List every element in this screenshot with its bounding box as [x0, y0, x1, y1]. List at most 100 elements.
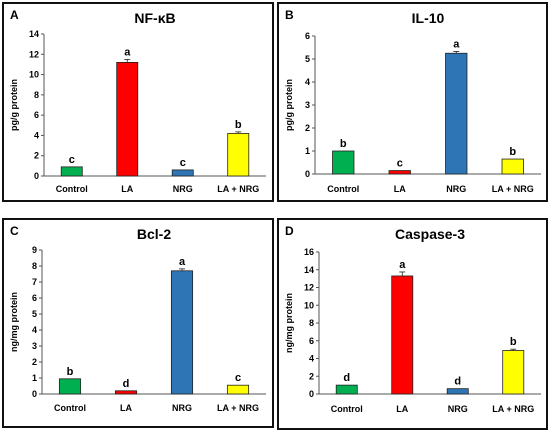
category-label: Control [54, 403, 86, 413]
category-label: LA + NRG [492, 184, 534, 194]
y-tick-label: 14 [29, 29, 39, 39]
bar [335, 384, 358, 395]
category-label: LA [120, 403, 132, 413]
chart-title: Caspase-3 [395, 226, 465, 242]
bar [58, 378, 82, 395]
y-tick-label: 1 [32, 373, 37, 383]
bar [388, 170, 411, 175]
bar [114, 390, 138, 395]
y-tick-label: 8 [34, 90, 39, 100]
category-label: NRG [172, 403, 192, 413]
y-axis-label: pg/g protein [284, 79, 294, 131]
y-tick-label: 2 [305, 123, 310, 133]
y-tick-label: 5 [32, 309, 37, 319]
chart-svg: A NF-κB 0 2 4 6 8 10 12 14 pg/g protein c Control a LA… [9, 8, 266, 194]
category-label: LA + NRG [492, 404, 534, 414]
significance-letter: c [235, 372, 241, 384]
y-tick-label: 16 [304, 247, 314, 257]
y-tick-label: 0 [305, 169, 310, 179]
significance-letter: c [397, 158, 403, 170]
category-label: Control [331, 404, 363, 414]
category-label: LA [121, 184, 133, 194]
significance-letter: b [67, 366, 74, 378]
y-tick-label: 3 [32, 341, 37, 351]
panel-letter: D [285, 224, 294, 238]
panel-letter: A [10, 8, 19, 22]
y-axis-label: pg/g protein [9, 79, 19, 131]
significance-letter: b [510, 336, 517, 348]
bar [60, 166, 83, 177]
y-tick-label: 2 [32, 357, 37, 367]
y-tick-label: 4 [34, 130, 39, 140]
bar [116, 62, 139, 177]
significance-letter: c [180, 157, 186, 169]
category-label: LA [394, 184, 406, 194]
panel-letter: B [285, 8, 294, 22]
y-axis-label: ng/mg protein [284, 293, 294, 353]
chart-svg: B IL-10 0 1 2 3 4 5 6 pg/g protein b Control c LA a NRG… [284, 8, 541, 194]
y-tick-label: 10 [29, 70, 39, 80]
category-label: Control [327, 184, 359, 194]
y-tick-label: 5 [305, 54, 310, 64]
chart-panel-a: A NF-κB 0 2 4 6 8 10 12 14 pg/g protein c Control a LA… [2, 2, 274, 202]
y-tick-label: 0 [32, 389, 37, 399]
significance-letter: d [454, 376, 461, 388]
category-label: LA + NRG [217, 184, 259, 194]
y-tick-label: 6 [305, 31, 310, 41]
significance-letter: b [340, 138, 347, 150]
significance-letter: c [69, 154, 75, 166]
y-tick-label: 0 [309, 389, 314, 399]
significance-letter: b [509, 146, 516, 158]
bar [502, 350, 525, 395]
chart-panel-c: C Bcl-2 0 1 2 3 4 5 6 7 8 9 ng/mg protein b Control d LA… [2, 218, 274, 428]
y-tick-label: 12 [29, 49, 39, 59]
y-tick-label: 4 [32, 325, 37, 335]
chart-title: IL-10 [412, 10, 445, 26]
significance-letter: a [453, 38, 460, 50]
chart-title: NF-κB [134, 10, 175, 26]
y-tick-label: 7 [32, 277, 37, 287]
bar [446, 388, 469, 395]
y-tick-label: 6 [309, 336, 314, 346]
bar [171, 169, 194, 177]
bar [227, 132, 250, 177]
y-axis-label: ng/mg protein [9, 292, 19, 352]
y-tick-label: 2 [309, 371, 314, 381]
y-tick-label: 14 [304, 265, 314, 275]
y-tick-label: 6 [32, 293, 37, 303]
category-label: NRG [446, 184, 466, 194]
y-tick-label: 6 [34, 110, 39, 120]
bar [226, 384, 250, 395]
y-tick-label: 10 [304, 300, 314, 310]
y-tick-label: 12 [304, 283, 314, 293]
y-tick-label: 4 [309, 354, 314, 364]
y-tick-label: 8 [32, 261, 37, 271]
significance-letter: a [399, 259, 406, 271]
bar [170, 270, 194, 395]
y-tick-label: 1 [305, 146, 310, 156]
category-label: Control [56, 184, 88, 194]
bar [391, 275, 414, 395]
chart-title: Bcl-2 [137, 226, 171, 242]
significance-letter: d [343, 372, 350, 384]
y-tick-label: 8 [309, 318, 314, 328]
category-label: NRG [448, 404, 468, 414]
y-tick-label: 0 [34, 171, 39, 181]
y-tick-label: 9 [32, 245, 37, 255]
category-label: LA [396, 404, 408, 414]
bar [445, 52, 468, 175]
significance-letter: a [179, 256, 186, 268]
significance-letter: a [124, 46, 131, 58]
y-tick-label: 3 [305, 100, 310, 110]
bar [332, 150, 355, 175]
chart-svg: C Bcl-2 0 1 2 3 4 5 6 7 8 9 ng/mg protein b Control d LA… [9, 224, 266, 413]
significance-letter: b [235, 119, 242, 131]
y-tick-label: 2 [34, 151, 39, 161]
bar [501, 158, 524, 175]
category-label: NRG [173, 184, 193, 194]
significance-letter: d [123, 378, 130, 390]
category-label: LA + NRG [217, 403, 259, 413]
panel-letter: C [10, 224, 19, 238]
y-tick-label: 4 [305, 77, 310, 87]
chart-panel-d: D Caspase-3 0 2 4 6 8 10 12 14 16 ng/mg protein d Con… [277, 218, 548, 430]
